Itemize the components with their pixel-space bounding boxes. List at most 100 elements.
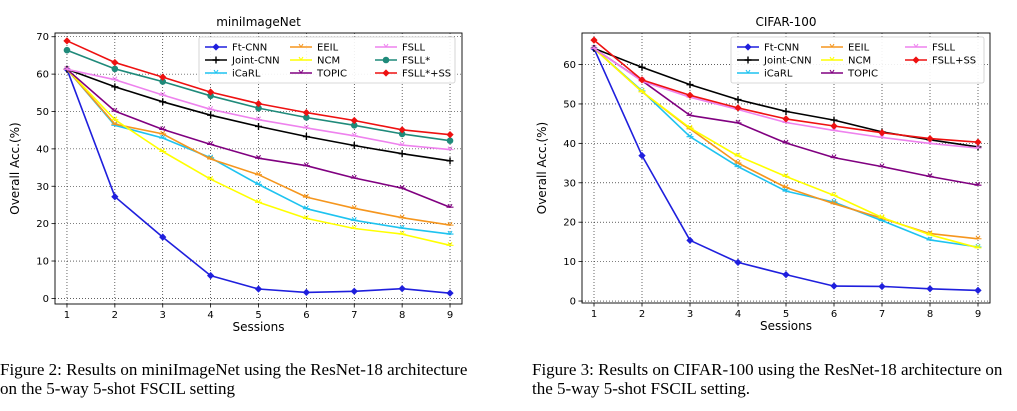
series-ft-cnn-marker <box>686 236 694 244</box>
x-tick-label: 2 <box>112 310 118 321</box>
series-joint-cnn-marker <box>686 81 694 89</box>
legend-entry-fsll: FSLL <box>905 43 955 54</box>
legend-entry-ncm: NCM <box>821 56 871 67</box>
series-ft-cnn-marker <box>446 289 454 297</box>
figure-cifar100: CIFAR-100 1 2 3 4 5 6 7 8 9 0 10 20 30 40 50 60 Sessions O… <box>508 0 1017 340</box>
x-tick-label: 6 <box>303 310 309 321</box>
x-tick-label: 2 <box>639 309 645 320</box>
series-ft-cnn-marker <box>254 285 263 293</box>
legend-entry-ft-cnn: Ft-CNN <box>737 43 799 54</box>
x-tick-label: 1 <box>64 310 70 321</box>
series-ncm-marker <box>350 225 358 230</box>
series-fsll-marker <box>398 141 406 146</box>
series-topic-marker <box>255 154 262 159</box>
series-fsllstarplusss-marker <box>398 126 406 134</box>
x-tick-label: 5 <box>255 310 261 321</box>
series-fsll-marker <box>446 146 454 151</box>
y-tick-label: 40 <box>36 144 49 155</box>
series-ncm <box>63 65 454 247</box>
series-icarl-marker <box>302 205 310 210</box>
figure-3-caption: Figure 3: Results on CIFAR-100 using the… <box>532 360 1003 398</box>
series-joint-cnn-marker <box>159 98 167 106</box>
series-eeil-marker <box>398 214 406 219</box>
y-tick-label: 50 <box>563 99 576 110</box>
legend-entry-icarl: iCaRL <box>737 69 793 80</box>
legend-entry-ncm: NCM <box>290 56 340 67</box>
series-joint-cnn-marker <box>111 83 119 91</box>
legend-entry-ncm-label: NCM <box>317 56 340 67</box>
series-ft-cnn-marker <box>878 282 886 291</box>
series-fsll-marker <box>926 140 934 144</box>
series-fsllstarplusss-marker <box>63 37 71 45</box>
series-ft-cnn-marker <box>974 286 982 295</box>
x-tick-label: 1 <box>591 309 597 320</box>
series-fsllstar-marker <box>446 137 454 144</box>
x-tick-label: 5 <box>783 309 789 320</box>
series-fsllplusss-marker <box>782 115 790 123</box>
legend-entry-joint-cnn: Joint-CNN <box>205 56 280 67</box>
y-tick-label: 30 <box>36 182 49 193</box>
x-tick-label: 9 <box>447 310 453 321</box>
legend-entry-topic-label: TOPIC <box>316 69 347 80</box>
series-fsllplusss-marker <box>830 122 838 130</box>
series-joint-cnn-marker <box>734 96 742 104</box>
series-ft-cnn-marker <box>206 271 215 280</box>
legend-entry-fsll: FSLL <box>375 43 425 54</box>
series-fsll-marker <box>207 105 215 110</box>
legend-entry-eeil: EEIL <box>290 43 339 54</box>
series-ft-cnn-marker <box>111 193 119 201</box>
series-fsllplusss-marker <box>638 76 646 84</box>
series-fsllstarplusss-marker <box>159 73 167 81</box>
series-ncm-marker <box>734 152 742 157</box>
legend-entry-joint-cnn: Joint-CNN <box>737 56 812 67</box>
legend-entry-fsllstar-marker <box>382 56 390 64</box>
series-ncm-marker <box>638 88 646 93</box>
series-ncm-marker <box>446 242 454 246</box>
figure-miniimagenet: miniImageNet 1 2 3 4 5 6 7 8 9 0 10 20 30 40 50 60 70 Sess… <box>0 0 508 340</box>
legend-entry-fsllplusss-marker <box>912 56 920 64</box>
series-ft-cnn-marker <box>926 285 934 293</box>
figure-2-caption: Figure 2: Results on miniImageNet using … <box>0 360 468 398</box>
x-tick-label: 9 <box>975 309 981 320</box>
y-tick-label: 0 <box>570 297 576 308</box>
series-joint-cnn-marker <box>350 142 358 150</box>
x-axis-label: Sessions <box>760 319 812 333</box>
x-tick-label: 3 <box>160 310 166 321</box>
legend-entry-eeil: EEIL <box>821 43 870 54</box>
x-tick-label: 7 <box>879 309 885 320</box>
x-axis-label: Sessions <box>232 320 284 334</box>
series-fsllstar-marker <box>63 46 71 54</box>
series-eeil-marker <box>446 221 454 226</box>
series-joint-cnn-marker <box>302 133 310 141</box>
legend-entry-topic-marker <box>828 69 836 74</box>
x-tick-label: 6 <box>831 309 837 320</box>
series-eeil-marker <box>207 155 215 160</box>
y-tick-label: 10 <box>36 257 49 268</box>
series-joint-cnn-marker <box>782 107 790 115</box>
x-tick-label: 8 <box>927 309 933 320</box>
series-ncm-marker <box>686 124 694 129</box>
y-tick-label: 70 <box>36 32 49 43</box>
series-ncm-marker <box>974 244 982 249</box>
legend-box <box>730 36 985 84</box>
series-ft-cnn <box>63 65 454 297</box>
legend-entry-ft-cnn-label: Ft-CNN <box>764 43 799 54</box>
series-topic-marker <box>446 203 454 208</box>
legend-entry-eeil-marker <box>297 43 305 48</box>
y-tick-label: 60 <box>563 60 576 71</box>
legend-entry-joint-cnn-label: Joint-CNN <box>231 56 280 67</box>
y-tick-label: 0 <box>43 294 49 305</box>
legend-entry-eeil-marker <box>828 43 836 48</box>
series-fsllplusss <box>590 36 982 146</box>
series-ft-cnn-marker <box>638 151 646 160</box>
series-icarl-marker <box>926 236 934 241</box>
series-fsll-marker <box>878 134 886 139</box>
series-fsll-marker <box>302 124 310 129</box>
series-fsllstarplusss-marker <box>350 116 358 125</box>
series-fsll-marker <box>63 65 71 70</box>
series-fsllplusss-marker <box>878 129 886 137</box>
legend-entry-topic-marker <box>297 69 305 74</box>
series-ft-cnn-marker <box>302 288 311 297</box>
legend-entry-fsllplusss-label: FSLL+SS <box>932 56 976 67</box>
y-axis-label: Overall Acc.(%) <box>8 122 22 214</box>
